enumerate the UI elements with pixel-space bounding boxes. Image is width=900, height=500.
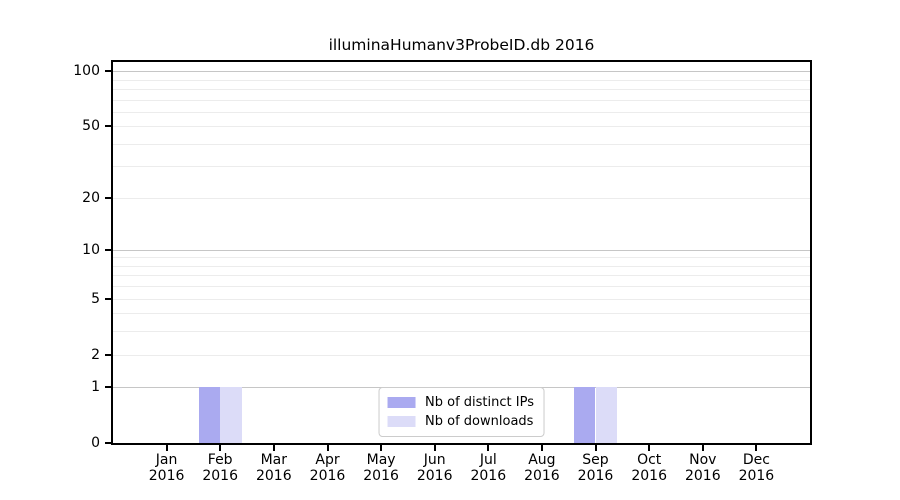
x-tick-month-oct: Oct xyxy=(637,452,662,468)
x-tick-mark-jul xyxy=(487,445,490,451)
y-tick-mark-10 xyxy=(105,248,111,251)
x-tick-mark-feb xyxy=(219,445,222,451)
x-tick-year-dec: 2016 xyxy=(738,468,775,484)
legend-item-distinct-ips: Nb of distinct IPs xyxy=(387,393,534,412)
x-tick-year-aug: 2016 xyxy=(524,468,560,484)
y-tick-label-50: 50 xyxy=(82,118,100,135)
gridline-minor-4 xyxy=(113,313,810,315)
y-tick-mark-0 xyxy=(105,442,111,444)
legend-swatch-downloads xyxy=(387,416,416,427)
x-tick-month-jul: Jul xyxy=(479,452,497,468)
x-tick-mark-apr xyxy=(326,445,329,451)
legend-label-downloads: Nb of downloads xyxy=(425,414,534,429)
x-tick-label-jan: Jan 2016 xyxy=(135,452,199,484)
x-tick-label-sep: Sep 2016 xyxy=(564,452,628,484)
x-tick-label-may: May 2016 xyxy=(349,452,413,484)
x-tick-year-jul: 2016 xyxy=(470,468,507,484)
x-tick-year-oct: 2016 xyxy=(631,468,667,484)
x-tick-month-aug: Aug xyxy=(528,452,556,468)
x-tick-year-may: 2016 xyxy=(363,468,399,484)
legend-label-distinct-ips: Nb of distinct IPs xyxy=(425,395,534,410)
x-tick-mark-mar xyxy=(272,445,275,451)
y-tick-mark-5 xyxy=(105,297,111,300)
y-tick-mark-100 xyxy=(105,70,111,72)
gridline-minor-30 xyxy=(113,166,810,168)
gridline-minor-6 xyxy=(113,286,810,288)
x-tick-year-apr: 2016 xyxy=(309,468,346,484)
y-tick-label-5: 5 xyxy=(91,290,100,307)
x-tick-label-feb: Feb 2016 xyxy=(188,452,252,484)
gridline-major-10 xyxy=(113,249,810,251)
y-tick-label-1: 1 xyxy=(91,379,100,396)
x-tick-month-may: May xyxy=(366,452,396,468)
x-tick-month-mar: Mar xyxy=(260,452,287,468)
x-tick-month-sep: Sep xyxy=(582,452,609,468)
x-tick-label-nov: Nov 2016 xyxy=(671,452,735,484)
chart-title: illuminaHumanv3ProbeID.db 2016 xyxy=(328,36,595,54)
gridline-minor-40 xyxy=(113,143,810,145)
x-tick-year-mar: 2016 xyxy=(255,468,292,484)
x-tick-label-apr: Apr 2016 xyxy=(296,452,360,484)
x-tick-mark-jan xyxy=(165,445,168,451)
bar-nb-of-downloads-feb xyxy=(220,387,242,443)
x-tick-month-jun: Jun xyxy=(423,452,446,468)
x-tick-month-apr: Apr xyxy=(315,452,340,468)
x-tick-year-jun: 2016 xyxy=(416,468,453,484)
x-tick-label-mar: Mar 2016 xyxy=(242,452,306,484)
gridline-minor-9 xyxy=(113,257,810,259)
x-tick-month-dec: Dec xyxy=(742,452,770,468)
y-tick-mark-2 xyxy=(105,353,111,356)
gridline-minor-20 xyxy=(113,197,810,199)
x-tick-year-jan: 2016 xyxy=(148,468,185,484)
x-tick-label-aug: Aug 2016 xyxy=(510,452,574,484)
x-tick-label-dec: Dec 2016 xyxy=(724,452,788,484)
x-tick-label-jul: Jul 2016 xyxy=(456,452,520,484)
gridline-minor-50 xyxy=(113,126,810,128)
x-tick-month-jan: Jan xyxy=(155,452,178,468)
x-tick-mark-oct xyxy=(648,445,651,451)
y-tick-mark-20 xyxy=(105,196,111,199)
x-tick-year-nov: 2016 xyxy=(684,468,721,484)
gridline-minor-8 xyxy=(113,265,810,267)
bar-nb-of-downloads-sep xyxy=(595,387,617,443)
y-tick-mark-50 xyxy=(105,125,111,128)
y-tick-label-2: 2 xyxy=(91,346,100,363)
gridline-major-100 xyxy=(113,71,810,72)
gridline-minor-60 xyxy=(113,111,810,113)
gridline-minor-2 xyxy=(113,354,810,356)
x-tick-mark-dec xyxy=(755,445,758,451)
y-tick-label-0: 0 xyxy=(91,435,100,451)
x-tick-year-feb: 2016 xyxy=(202,468,238,484)
y-tick-label-100: 100 xyxy=(73,63,100,79)
gridline-minor-90 xyxy=(113,79,810,81)
legend-swatch-distinct-ips xyxy=(387,397,416,408)
x-tick-month-nov: Nov xyxy=(689,452,717,468)
bar-nb-of-distinct-ips-sep xyxy=(574,387,596,443)
x-tick-mark-nov xyxy=(701,445,704,451)
x-tick-month-feb: Feb xyxy=(207,452,233,468)
x-tick-label-jun: Jun 2016 xyxy=(403,452,467,484)
x-tick-label-oct: Oct 2016 xyxy=(617,452,681,484)
gridline-minor-5 xyxy=(113,298,810,300)
y-tick-mark-1 xyxy=(105,386,111,389)
legend-item-downloads: Nb of downloads xyxy=(387,412,534,431)
bar-nb-of-distinct-ips-feb xyxy=(198,387,221,443)
y-tick-label-10: 10 xyxy=(82,241,100,258)
x-tick-year-sep: 2016 xyxy=(577,468,614,484)
x-tick-mark-may xyxy=(380,445,383,451)
plot-area: Nb of distinct IPs Nb of downloads xyxy=(113,62,810,443)
gridline-minor-80 xyxy=(113,88,810,90)
gridline-minor-70 xyxy=(113,99,810,101)
gridline-minor-3 xyxy=(113,331,810,333)
x-tick-mark-aug xyxy=(540,445,543,451)
y-tick-label-20: 20 xyxy=(82,189,100,206)
legend: Nb of distinct IPs Nb of downloads xyxy=(378,387,545,437)
x-tick-mark-sep xyxy=(594,445,597,451)
x-tick-mark-jun xyxy=(433,445,436,451)
gridline-minor-7 xyxy=(113,275,810,277)
